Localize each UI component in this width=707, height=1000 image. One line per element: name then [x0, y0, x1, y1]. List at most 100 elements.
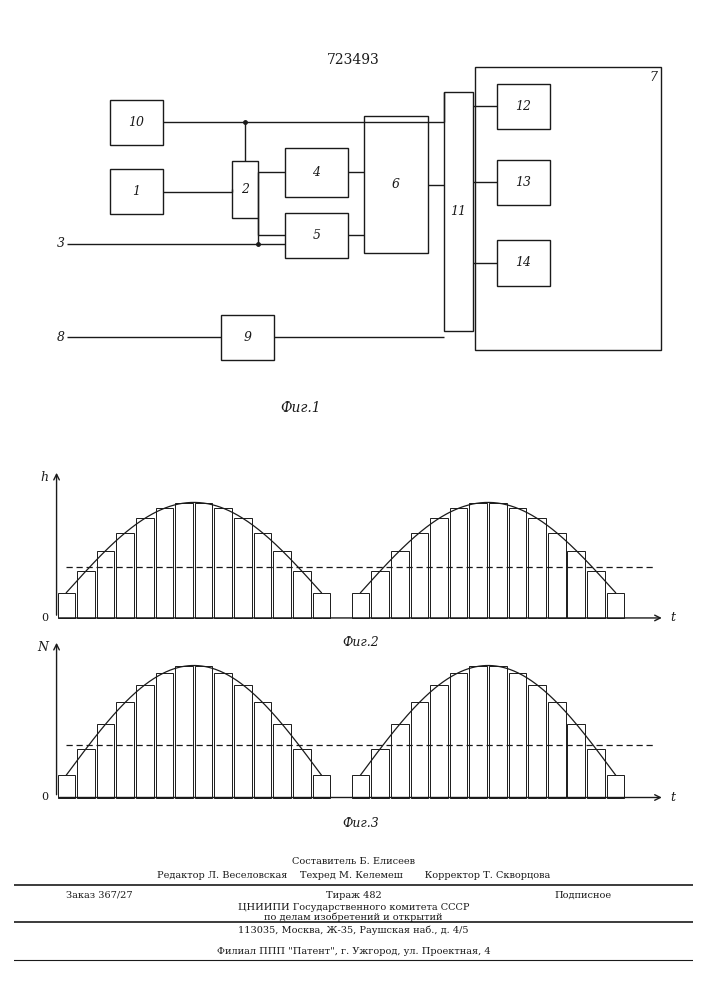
Bar: [508, 673, 526, 798]
Bar: [371, 571, 389, 618]
Text: 13: 13: [515, 176, 531, 189]
Bar: [221, 315, 274, 360]
Bar: [195, 666, 213, 798]
Bar: [77, 571, 95, 618]
Text: 9: 9: [243, 331, 252, 344]
Bar: [57, 593, 75, 618]
Bar: [371, 749, 389, 798]
Bar: [430, 518, 448, 618]
Bar: [469, 666, 487, 798]
Bar: [136, 685, 153, 798]
Bar: [57, 775, 75, 798]
Text: Редактор Л. Веселовская    Техред М. Келемеш       Корректор Т. Скворцова: Редактор Л. Веселовская Техред М. Келеме…: [157, 870, 550, 880]
Bar: [77, 749, 95, 798]
Bar: [195, 503, 213, 618]
Text: 5: 5: [312, 229, 320, 242]
Bar: [489, 666, 507, 798]
Bar: [497, 84, 550, 129]
Bar: [97, 551, 115, 618]
Bar: [391, 551, 409, 618]
Bar: [528, 685, 546, 798]
Bar: [352, 775, 369, 798]
Bar: [528, 518, 546, 618]
Text: 6: 6: [392, 178, 400, 191]
Bar: [136, 518, 153, 618]
Bar: [497, 160, 550, 205]
Bar: [214, 508, 232, 618]
Bar: [312, 593, 330, 618]
Bar: [232, 161, 258, 218]
Text: Тираж 482: Тираж 482: [326, 890, 381, 900]
Bar: [391, 724, 409, 798]
Bar: [274, 551, 291, 618]
Bar: [97, 724, 115, 798]
Bar: [234, 518, 252, 618]
Bar: [508, 508, 526, 618]
Bar: [352, 593, 369, 618]
Bar: [285, 148, 349, 197]
Bar: [175, 503, 193, 618]
Text: Фиг.1: Фиг.1: [280, 401, 321, 415]
Bar: [364, 116, 428, 253]
Bar: [156, 508, 173, 618]
Bar: [274, 724, 291, 798]
Text: 8: 8: [57, 331, 65, 344]
Text: 11: 11: [450, 205, 467, 218]
Bar: [430, 685, 448, 798]
Bar: [254, 702, 271, 798]
Bar: [285, 213, 349, 258]
Bar: [411, 702, 428, 798]
Bar: [450, 508, 467, 618]
Text: по делам изобретений и открытий: по делам изобретений и открытий: [264, 912, 443, 922]
Bar: [175, 666, 193, 798]
Text: 12: 12: [515, 100, 531, 113]
Text: 0: 0: [42, 613, 49, 623]
Bar: [476, 67, 661, 350]
Bar: [214, 673, 232, 798]
Bar: [254, 533, 271, 618]
Text: ЦНИИПИ Государственного комитета СССР: ЦНИИПИ Государственного комитета СССР: [238, 902, 469, 912]
Text: 14: 14: [515, 256, 531, 269]
Bar: [607, 593, 624, 618]
Text: 1: 1: [132, 185, 140, 198]
Bar: [568, 724, 585, 798]
Bar: [587, 749, 604, 798]
Bar: [312, 775, 330, 798]
Text: 0: 0: [42, 792, 49, 802]
Bar: [293, 749, 310, 798]
Bar: [548, 702, 566, 798]
Text: t: t: [670, 791, 675, 804]
Bar: [117, 533, 134, 618]
Text: 4: 4: [312, 166, 320, 179]
Text: 723493: 723493: [327, 53, 380, 67]
Text: 2: 2: [241, 183, 249, 196]
Bar: [568, 551, 585, 618]
Text: Подписное: Подписное: [554, 890, 612, 900]
Text: Заказ 367/27: Заказ 367/27: [66, 890, 132, 900]
Bar: [607, 775, 624, 798]
Bar: [450, 673, 467, 798]
Bar: [411, 533, 428, 618]
Bar: [110, 100, 163, 145]
Bar: [469, 503, 487, 618]
Text: Фиг.2: Фиг.2: [342, 636, 379, 649]
Text: h: h: [41, 471, 49, 484]
Text: 3: 3: [57, 237, 65, 250]
Text: 10: 10: [128, 116, 144, 129]
Text: Филиал ППП "Патент", г. Ужгород, ул. Проектная, 4: Филиал ППП "Патент", г. Ужгород, ул. Про…: [216, 948, 491, 956]
Text: Фиг.3: Фиг.3: [342, 817, 379, 830]
Bar: [156, 673, 173, 798]
Bar: [587, 571, 604, 618]
Bar: [117, 702, 134, 798]
Bar: [293, 571, 310, 618]
Bar: [497, 240, 550, 286]
Text: 7: 7: [650, 71, 658, 84]
Bar: [234, 685, 252, 798]
Bar: [444, 92, 474, 331]
Bar: [110, 169, 163, 214]
Text: t: t: [670, 611, 675, 624]
Text: N: N: [37, 641, 49, 654]
Text: Составитель Б. Елисеев: Составитель Б. Елисеев: [292, 857, 415, 866]
Bar: [489, 503, 507, 618]
Text: 113035, Москва, Ж-35, Раушская наб., д. 4/5: 113035, Москва, Ж-35, Раушская наб., д. …: [238, 925, 469, 935]
